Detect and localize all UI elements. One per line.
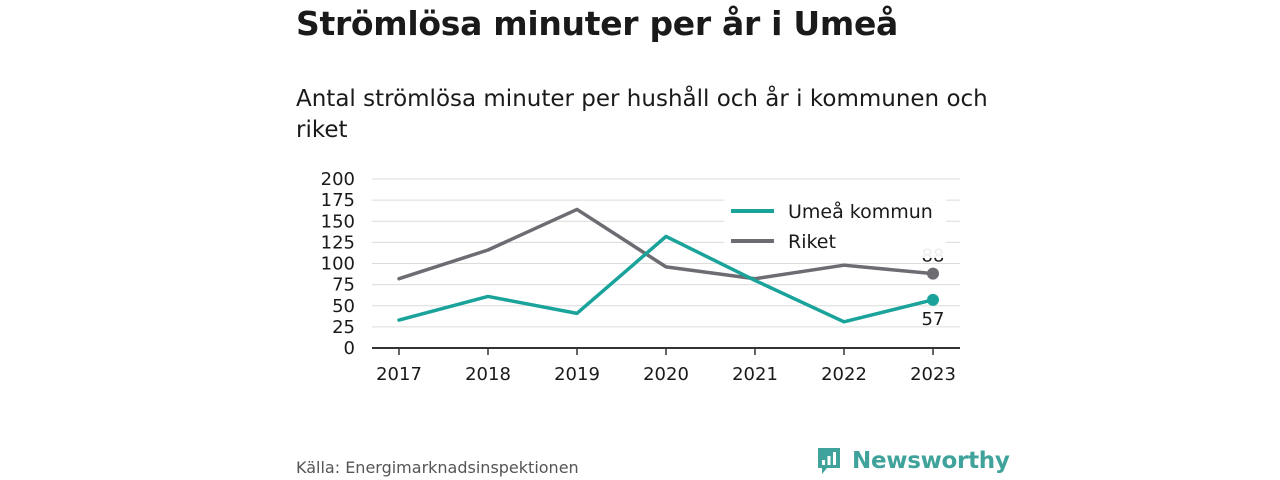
legend-background xyxy=(724,196,946,258)
brand-name: Newsworthy xyxy=(852,448,1010,474)
series-line xyxy=(397,207,935,281)
y-tick-label: 25 xyxy=(332,317,355,338)
brand-logo: Newsworthy xyxy=(816,446,1010,476)
y-tick-label: 50 xyxy=(332,296,355,317)
chart-subtitle: Antal strömlösa minuter per hushåll och … xyxy=(296,86,988,143)
x-tick-label: 2022 xyxy=(821,364,867,385)
y-tick-label: 0 xyxy=(344,338,355,359)
x-tick-label: 2020 xyxy=(643,364,689,385)
chart-title: Strömlösa minuter per år i Umeå xyxy=(296,4,898,43)
end-label: 57 xyxy=(922,309,945,330)
newsworthy-logo-icon xyxy=(818,448,840,474)
y-tick-label: 100 xyxy=(321,254,355,275)
x-tick-label: 2019 xyxy=(554,364,600,385)
legend-label: Riket xyxy=(788,231,836,253)
x-tick-label: 2017 xyxy=(376,364,422,385)
legend: Umeå kommun Riket xyxy=(724,196,946,258)
end-point xyxy=(927,293,939,306)
source-note: Källa: Energimarknadsinspektionen xyxy=(296,458,579,477)
x-tick-label: 2023 xyxy=(910,364,956,385)
x-tick-label: 2018 xyxy=(465,364,511,385)
y-tick-label: 175 xyxy=(321,190,355,211)
y-tick-label: 125 xyxy=(321,232,355,253)
series-line xyxy=(397,234,935,324)
legend-label: Umeå kommun xyxy=(788,200,933,223)
y-tick-label: 200 xyxy=(321,169,355,190)
y-tick-label: 150 xyxy=(321,211,355,232)
end-point xyxy=(927,267,939,280)
y-tick-label: 75 xyxy=(332,275,355,296)
x-tick-label: 2021 xyxy=(732,364,778,385)
